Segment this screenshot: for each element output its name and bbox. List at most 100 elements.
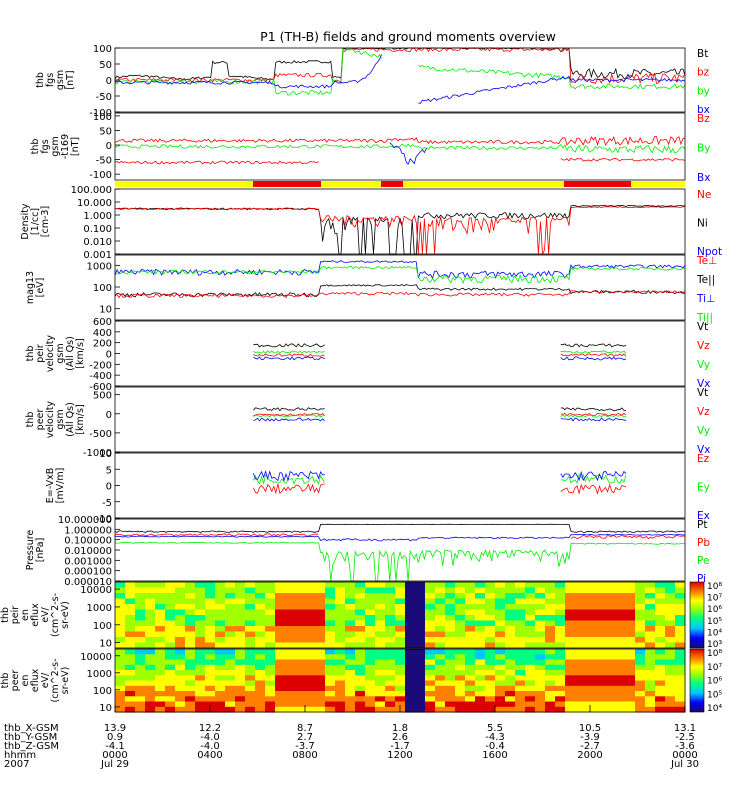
time-axis-value: -4.3 — [485, 732, 505, 743]
spectrogram-cell — [645, 642, 656, 649]
spectrogram-cell — [545, 649, 556, 655]
spectrogram-cell — [555, 604, 566, 610]
spectrogram-cell — [205, 701, 216, 708]
spectrogram-cell — [615, 593, 626, 599]
spectrogram-cell — [515, 604, 526, 610]
spectrogram-cell — [655, 582, 666, 588]
spectrogram-cell — [245, 664, 256, 671]
spectrogram-cell — [215, 649, 226, 655]
spectrogram-cell — [675, 649, 686, 655]
legend-entry: bz — [697, 67, 710, 79]
spectrogram-cell — [605, 582, 616, 588]
y-axis-label-line: [km/s] — [75, 404, 86, 434]
spectrogram-cell — [255, 649, 266, 655]
spectrogram-cell — [225, 654, 236, 661]
spectrogram-cell — [575, 637, 586, 643]
spectrogram-cell — [215, 696, 226, 703]
spectrogram-cell — [425, 696, 436, 703]
spectrogram-cell — [585, 631, 596, 638]
spectrogram-cell — [435, 701, 446, 708]
spectrogram-cell — [185, 609, 196, 616]
spectrogram-cell — [415, 642, 426, 649]
y-tick-label: 1000 — [87, 261, 112, 272]
spectrogram-cell — [285, 609, 296, 616]
spectrogram-cell — [265, 598, 276, 605]
spectrogram-cell — [395, 654, 406, 661]
spectrogram-cell — [485, 675, 496, 682]
spectrogram-cell — [645, 649, 656, 655]
panel-8: 10.0000001.0000000.1000000.0100000.00100… — [25, 515, 710, 588]
spectrogram-cell — [395, 691, 406, 697]
spectrogram-cell — [415, 701, 426, 708]
spectrogram-cell — [665, 696, 676, 703]
spectrogram-cell — [435, 706, 446, 713]
spectrogram-cell — [655, 680, 666, 687]
spectrogram-cell — [415, 691, 426, 697]
spectrogram-cell — [215, 654, 226, 661]
spectrogram-cell — [545, 626, 556, 632]
y-axis-label: thb fgs gsm [nT] — [35, 70, 76, 90]
spectrogram-cell — [205, 631, 216, 638]
spectrogram-cell — [305, 654, 316, 661]
colorbar-tick-label: 10⁷ — [707, 663, 722, 673]
spectrogram-cell — [145, 615, 156, 621]
spectrogram-cell — [175, 587, 186, 594]
spectrogram-cell — [125, 701, 136, 708]
spectrogram-cell — [145, 701, 156, 708]
spectrogram-cell — [625, 696, 636, 703]
spectrogram-cell — [535, 685, 546, 692]
spectrogram-cell — [215, 615, 226, 621]
spectrogram-cell — [595, 620, 606, 627]
spectrogram-cell — [405, 670, 416, 676]
spectrogram-cell — [445, 649, 456, 655]
y-axis-label-line: [1/cc] — [30, 208, 41, 235]
spectrogram-cell — [235, 587, 246, 594]
spectrogram-cell — [255, 593, 266, 599]
legend-entry: Ey — [697, 482, 710, 494]
spectrogram-cell — [275, 598, 286, 605]
y-tick-label: -100 — [89, 108, 112, 119]
spectrogram-cell — [535, 620, 546, 627]
spectrogram-cell — [385, 593, 396, 599]
spectrogram-cell — [515, 659, 526, 666]
time-axis-value: 12.2 — [199, 723, 221, 734]
y-axis-label: Density [1/cc] [cm-3] — [20, 203, 51, 239]
spectrogram-cell — [485, 659, 496, 666]
panel-frame — [114, 581, 686, 649]
spectrogram-cell — [615, 654, 626, 661]
spectrogram-cell — [445, 659, 456, 666]
spectrogram-cell — [225, 587, 236, 594]
spectrogram-cell — [575, 691, 586, 697]
spectrogram-cell — [405, 691, 416, 697]
spectrogram-cell — [225, 626, 236, 632]
spectrogram-cell — [265, 582, 276, 588]
spectrogram-cell — [255, 691, 266, 697]
spectrogram-cell — [395, 598, 406, 605]
spectrogram-cell — [255, 631, 266, 638]
spectrogram-cell — [425, 691, 436, 697]
spectrogram-cell — [215, 701, 226, 708]
y-axis-label-line: gsm — [55, 409, 66, 429]
spectrogram-cell — [285, 637, 296, 643]
y-tick-label: 10 — [99, 703, 112, 714]
spectrogram-cell — [405, 587, 416, 594]
spectrogram-cell — [455, 609, 466, 616]
y-axis-label-line: thb — [30, 139, 41, 155]
spectrogram-cell — [445, 691, 456, 697]
spectrogram-cell — [625, 587, 636, 594]
spectrogram-cell — [375, 604, 386, 610]
spectrogram-cell — [415, 598, 426, 605]
spectrogram-cell — [475, 696, 486, 703]
spectrogram-cell — [655, 649, 666, 655]
y-axis-label-line: fgs — [45, 73, 56, 87]
spectrogram-cell — [615, 609, 626, 616]
spectrogram-cell — [125, 659, 136, 666]
spectrogram-cell — [235, 620, 246, 627]
spectrogram-cell — [435, 609, 446, 616]
time-axis-value: 0800 — [292, 750, 317, 761]
spectrogram-cell — [465, 642, 476, 649]
spectrogram-cell — [395, 664, 406, 671]
spectrogram-cell — [215, 593, 226, 599]
spectrogram-cell — [335, 696, 346, 703]
spectrogram-cell — [285, 680, 296, 687]
